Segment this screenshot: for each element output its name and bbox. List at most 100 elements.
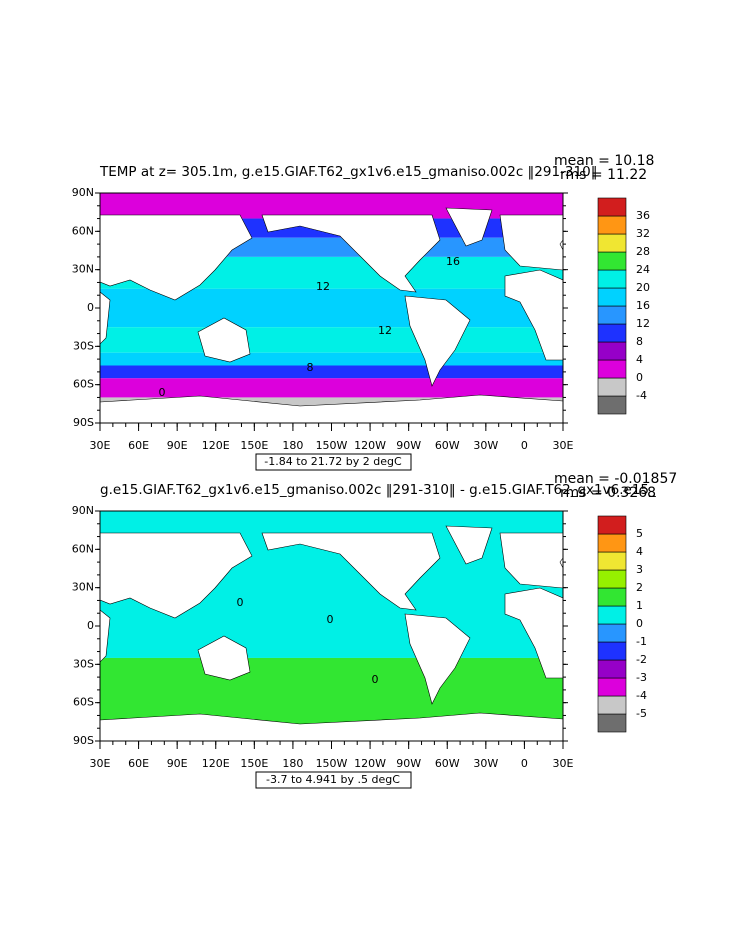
lat-label: 90N — [72, 504, 94, 517]
stat-rms: rms = 0.3268 — [560, 485, 656, 501]
lon-label: 60W — [435, 757, 460, 770]
lat-label: 60S — [73, 696, 94, 709]
lon-label: 60E — [128, 439, 149, 452]
lon-label: 30E — [90, 757, 111, 770]
lat-label: 90S — [73, 734, 94, 747]
lat-label: 0 — [87, 301, 94, 314]
colorbar-box — [597, 533, 627, 553]
colorbar-box — [597, 623, 627, 643]
lon-label: 60E — [128, 757, 149, 770]
colorbar-label: -4 — [636, 689, 647, 702]
colorbar-box — [597, 587, 627, 607]
lon-label: 180 — [282, 439, 303, 452]
lon-label: 120E — [202, 439, 230, 452]
contour-label: 12 — [378, 324, 392, 337]
colorbar-label: 5 — [636, 527, 643, 540]
panel-title: g.e15.GIAF.T62_gx1v6.e15_gmaniso.002c ‖2… — [100, 482, 656, 498]
colorbar-box — [597, 269, 627, 289]
colorbar-label: -4 — [636, 389, 647, 402]
colorbar-label: 36 — [636, 209, 650, 222]
contour-label: 0 — [159, 386, 166, 399]
stat-mean: mean = 10.18 — [554, 153, 654, 169]
map-area — [100, 193, 563, 423]
contour-label: 12 — [316, 280, 330, 293]
colorbar-box — [597, 341, 627, 361]
colorbar-label: 4 — [636, 545, 643, 558]
lat-label: 90S — [73, 416, 94, 429]
colorbar-label: 32 — [636, 227, 650, 240]
lat-label: 0 — [87, 619, 94, 632]
footer-box — [255, 453, 412, 471]
colorbar-box — [597, 323, 627, 343]
colorbar-label: 0 — [636, 617, 643, 630]
lat-label: 90N — [72, 186, 94, 199]
footer-box — [255, 771, 412, 789]
lat-label: 60N — [72, 542, 94, 555]
colorbar-box — [597, 605, 627, 625]
colorbar-label: 20 — [636, 281, 650, 294]
colorbar-box — [597, 287, 627, 307]
footer: -3.7 to 4.941 by .5 degC — [266, 773, 400, 786]
colorbar-box — [597, 197, 627, 217]
lon-label: 150W — [316, 439, 348, 452]
footer: -1.84 to 21.72 by 2 degC — [264, 455, 402, 468]
colorbar-box — [597, 377, 627, 397]
lon-label: 90E — [167, 439, 188, 452]
lon-label: 180 — [282, 757, 303, 770]
contour-label: 16 — [446, 255, 460, 268]
lon-label: 0 — [521, 757, 528, 770]
colorbar-label: 3 — [636, 563, 643, 576]
colorbar-label: 0 — [636, 371, 643, 384]
lon-label: 0 — [521, 439, 528, 452]
lat-label: 30N — [72, 263, 94, 276]
colorbar-label: 24 — [636, 263, 650, 276]
colorbar-box — [597, 695, 627, 715]
lon-label: 60W — [435, 439, 460, 452]
colorbar-box — [597, 551, 627, 571]
colorbar-label: 2 — [636, 581, 643, 594]
ocean-band — [100, 327, 563, 353]
colorbar-box — [597, 713, 627, 733]
colorbar-label: 4 — [636, 353, 643, 366]
map-panel: g.e15.GIAF.T62_gx1v6.e15_gmaniso.002c ‖2… — [72, 471, 677, 789]
colorbar-box — [597, 233, 627, 253]
colorbar-box — [597, 305, 627, 325]
map-area — [100, 511, 563, 741]
lon-label: 150E — [240, 757, 268, 770]
colorbar-label: 1 — [636, 599, 643, 612]
lon-label: 120W — [354, 757, 386, 770]
lon-label: 90E — [167, 757, 188, 770]
lon-label: 120W — [354, 439, 386, 452]
lon-label: 120E — [202, 757, 230, 770]
colorbar-label: -2 — [636, 653, 647, 666]
map-panel: TEMP at z= 305.1m, g.e15.GIAF.T62_gx1v6.… — [72, 153, 654, 471]
contour-label: 0 — [327, 613, 334, 626]
lat-label: 60S — [73, 378, 94, 391]
lon-label: 30E — [553, 439, 574, 452]
colorbar-box — [597, 659, 627, 679]
colorbar-label: 28 — [636, 245, 650, 258]
lon-label: 30W — [473, 757, 498, 770]
colorbar-box — [597, 251, 627, 271]
panel-title: TEMP at z= 305.1m, g.e15.GIAF.T62_gx1v6.… — [99, 164, 597, 180]
colorbar-box — [597, 641, 627, 661]
lat-label: 30S — [73, 339, 94, 352]
colorbar-box — [597, 215, 627, 235]
lon-label: 150W — [316, 757, 348, 770]
lon-label: 150E — [240, 439, 268, 452]
contour-label: 0 — [372, 673, 379, 686]
colorbar-label: -5 — [636, 707, 647, 720]
stat-mean: mean = -0.01857 — [554, 471, 677, 487]
contour-label: 8 — [307, 361, 314, 374]
colorbar-label: -1 — [636, 635, 647, 648]
colorbar-label: 8 — [636, 335, 643, 348]
contour-label: 0 — [237, 596, 244, 609]
stat-rms: rms = 11.22 — [560, 167, 647, 183]
ocean-band — [100, 365, 563, 379]
lat-label: 30S — [73, 657, 94, 670]
colorbar-box — [597, 359, 627, 379]
lon-label: 90W — [396, 439, 421, 452]
colorbar-label: 12 — [636, 317, 650, 330]
ocean-band — [100, 352, 563, 366]
